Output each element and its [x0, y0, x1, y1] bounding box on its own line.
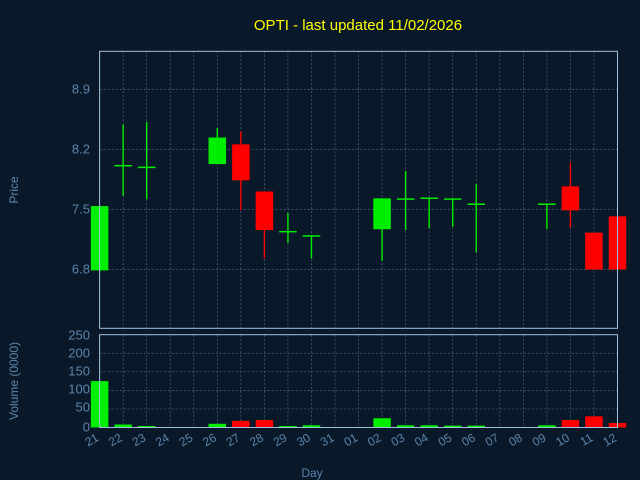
svg-text:250: 250	[68, 328, 90, 343]
svg-text:200: 200	[68, 346, 90, 361]
svg-text:Day: Day	[301, 466, 322, 480]
svg-text:0: 0	[83, 420, 90, 435]
svg-text:OPTI - last updated 11/02/2026: OPTI - last updated 11/02/2026	[254, 17, 462, 34]
svg-text:Volume (0000): Volume (0000)	[7, 342, 21, 420]
svg-text:7.5: 7.5	[72, 202, 90, 217]
svg-text:150: 150	[68, 364, 90, 379]
svg-text:100: 100	[68, 382, 90, 397]
svg-text:8.9: 8.9	[72, 82, 90, 97]
svg-text:8.2: 8.2	[72, 142, 90, 157]
svg-text:6.8: 6.8	[72, 262, 90, 277]
svg-text:Price: Price	[7, 176, 21, 204]
svg-text:50: 50	[76, 400, 90, 415]
